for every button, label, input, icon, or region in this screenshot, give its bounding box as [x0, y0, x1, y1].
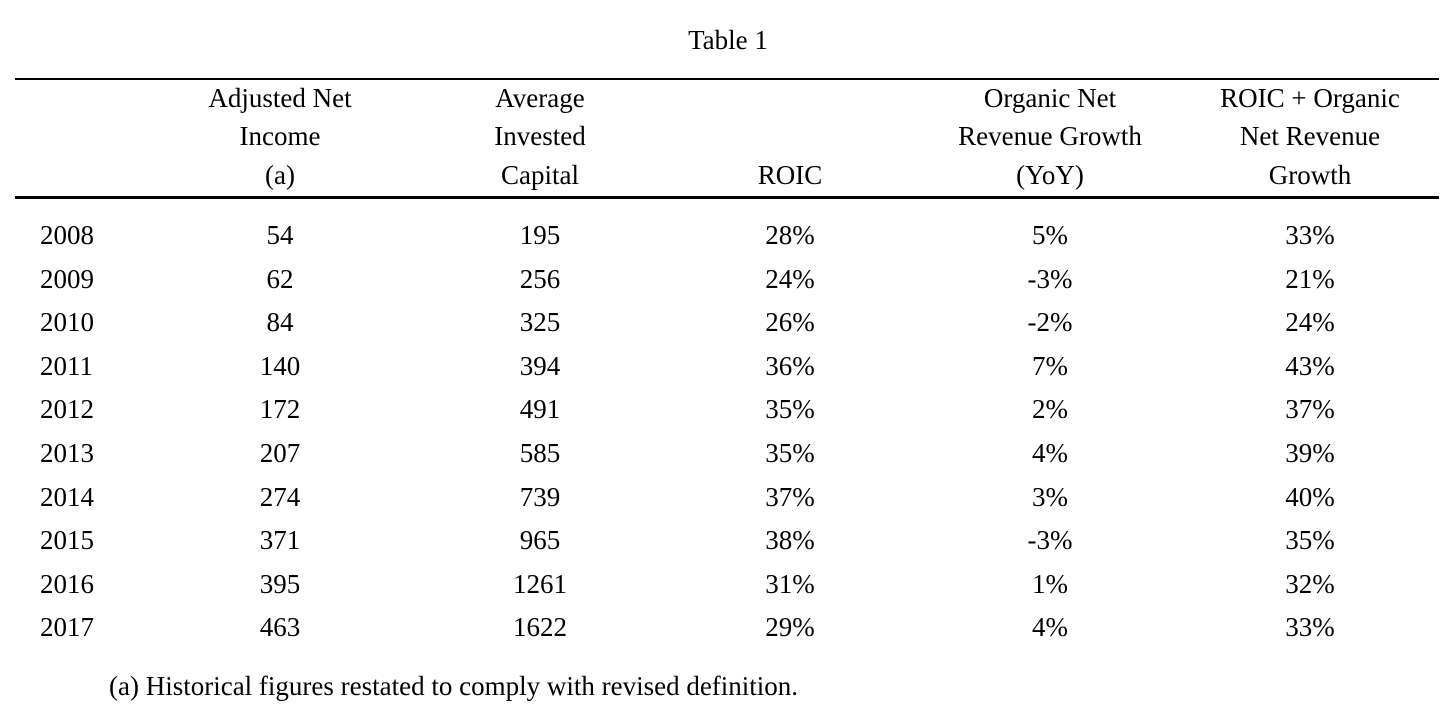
cell-year: 2011 [40, 350, 93, 381]
cell-roic: 29% [765, 612, 815, 643]
header-line: (YoY) [1016, 159, 1084, 190]
cell-year: 2015 [40, 525, 94, 556]
cell-roic-plus-growth: 32% [1285, 568, 1335, 599]
cell-average-invested-capital: 1622 [513, 612, 567, 643]
cell-average-invested-capital: 195 [519, 220, 561, 250]
cell-adjusted-net-income: 62 [266, 263, 294, 294]
cell-organic-growth: 5% [1032, 220, 1068, 250]
cell-organic-growth: 7% [1032, 350, 1068, 381]
header-line: Adjusted Net [208, 82, 352, 113]
cell-year: 2010 [40, 307, 94, 338]
header-line: (a) [265, 159, 295, 190]
header-organic-net-revenue-growth: Organic Net Revenue Growth (YoY) [930, 78, 1170, 196]
cell-roic: 26% [765, 307, 815, 338]
table-body: 2008 54 195 28% 5% 33% 2009 62 256 24% -… [0, 214, 1456, 650]
cell-year: 2013 [40, 437, 94, 468]
header-line: Organic Net [983, 82, 1117, 113]
cell-roic-plus-growth: 21% [1285, 263, 1335, 294]
cell-year: 2008 [40, 220, 94, 250]
cell-adjusted-net-income: 274 [259, 481, 301, 512]
cell-roic-plus-growth: 43% [1285, 350, 1335, 381]
header-adjusted-net-income: Adjusted Net Income (a) [160, 78, 400, 196]
cell-average-invested-capital: 1261 [513, 568, 567, 599]
cell-average-invested-capital: 965 [519, 525, 561, 556]
cell-average-invested-capital: 585 [519, 437, 561, 468]
cell-roic-plus-growth: 39% [1285, 437, 1335, 468]
cell-average-invested-capital: 256 [519, 263, 561, 294]
table-row: 2013 207 585 35% 4% 39% [0, 432, 1456, 476]
cell-roic: 31% [765, 568, 815, 599]
cell-adjusted-net-income: 371 [259, 525, 301, 556]
cell-adjusted-net-income: 172 [259, 394, 301, 425]
cell-organic-growth: -3% [1027, 525, 1073, 556]
cell-adjusted-net-income: 140 [259, 350, 301, 381]
table-row: 2011 140 394 36% 7% 43% [0, 345, 1456, 389]
cell-roic-plus-growth: 37% [1285, 394, 1335, 425]
cell-roic: 35% [765, 394, 815, 425]
cell-organic-growth: 3% [1032, 481, 1068, 512]
cell-adjusted-net-income: 54 [266, 220, 294, 250]
cell-roic-plus-growth: 33% [1285, 612, 1335, 643]
cell-roic: 24% [765, 263, 815, 294]
header-line: Income [239, 121, 321, 151]
cell-year: 2014 [40, 481, 94, 512]
cell-average-invested-capital: 739 [519, 481, 561, 512]
cell-roic-plus-growth: 33% [1285, 220, 1335, 250]
cell-organic-growth: 4% [1032, 437, 1068, 468]
cell-adjusted-net-income: 395 [259, 568, 301, 599]
cell-year: 2012 [40, 394, 94, 425]
table-row: 2008 54 195 28% 5% 33% [0, 214, 1456, 258]
header-roic: ROIC [670, 78, 910, 196]
cell-organic-growth: -3% [1027, 263, 1073, 294]
header-line: Net Revenue [1239, 121, 1381, 151]
cell-organic-growth: 1% [1032, 568, 1068, 599]
table-row: 2014 274 739 37% 3% 40% [0, 476, 1456, 520]
header-line: ROIC [757, 159, 823, 190]
cell-roic: 37% [765, 481, 815, 512]
header-line: Invested [494, 121, 586, 151]
table-header-rule [15, 196, 1439, 199]
cell-average-invested-capital: 325 [519, 307, 561, 338]
cell-organic-growth: 4% [1032, 612, 1068, 643]
header-roic-plus-organic-growth: ROIC + Organic Net Revenue Growth [1190, 78, 1430, 196]
table-row: 2010 84 325 26% -2% 24% [0, 301, 1456, 345]
cell-roic-plus-growth: 24% [1285, 307, 1335, 338]
table-row: 2017 463 1622 29% 4% 33% [0, 606, 1456, 650]
table-row: 2009 62 256 24% -3% 21% [0, 258, 1456, 302]
cell-year: 2017 [40, 612, 94, 643]
cell-roic: 35% [765, 437, 815, 468]
cell-organic-growth: -2% [1027, 307, 1073, 338]
cell-year: 2016 [40, 568, 94, 599]
cell-organic-growth: 2% [1032, 394, 1068, 425]
cell-roic: 38% [765, 525, 815, 556]
table-footnote: (a) Historical figures restated to compl… [109, 671, 799, 701]
cell-roic: 28% [765, 220, 815, 250]
header-average-invested-capital: Average Invested Capital [420, 78, 660, 196]
cell-roic-plus-growth: 40% [1285, 481, 1335, 512]
cell-adjusted-net-income: 463 [259, 612, 301, 643]
table-top-rule [15, 78, 1439, 80]
table-row: 2012 172 491 35% 2% 37% [0, 388, 1456, 432]
cell-year: 2009 [40, 263, 94, 294]
cell-average-invested-capital: 394 [519, 350, 561, 381]
header-line: Growth [1268, 159, 1352, 190]
header-line: Capital [501, 159, 579, 190]
cell-adjusted-net-income: 207 [259, 437, 301, 468]
header-line: ROIC + Organic [1220, 82, 1400, 113]
table-row: 2015 371 965 38% -3% 35% [0, 519, 1456, 563]
header-line: Average [495, 82, 585, 113]
cell-adjusted-net-income: 84 [266, 307, 294, 338]
cell-roic: 36% [765, 350, 815, 381]
cell-average-invested-capital: 491 [519, 394, 561, 425]
header-line: Revenue Growth [958, 121, 1142, 151]
table-caption: Table 1 [688, 25, 768, 55]
table-row: 2016 395 1261 31% 1% 32% [0, 563, 1456, 607]
cell-roic-plus-growth: 35% [1285, 525, 1335, 556]
